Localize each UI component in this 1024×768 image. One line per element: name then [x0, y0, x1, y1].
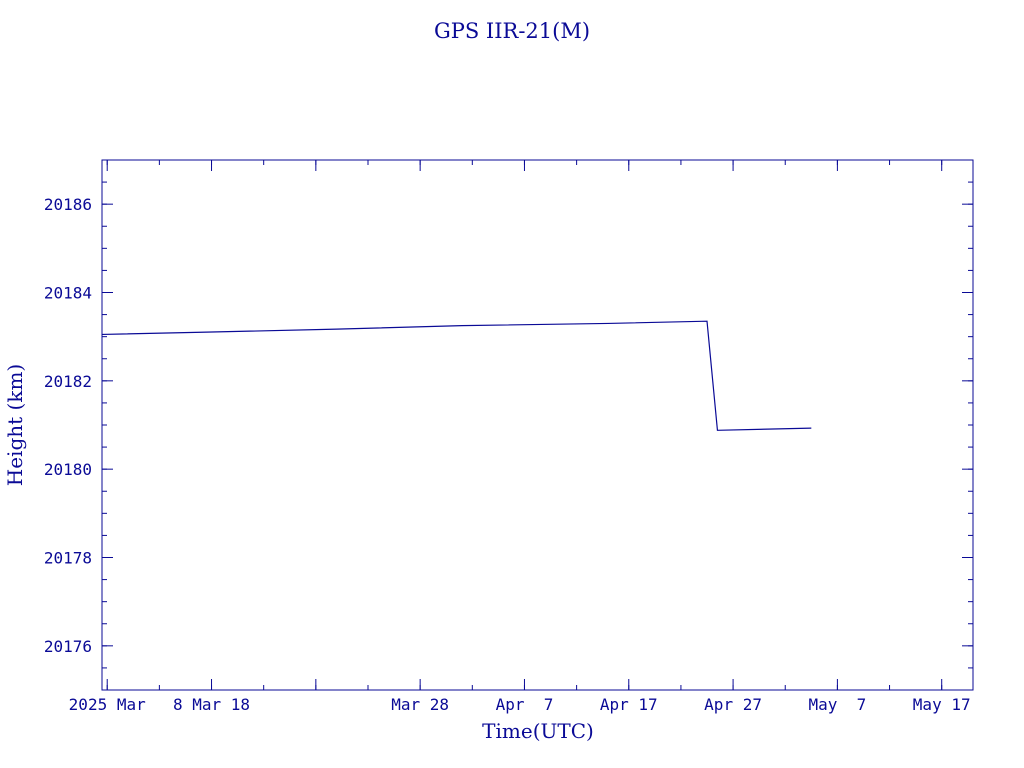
x-tick-labels: 2025 Mar 8 Mar 18 Mar 28 Apr 7 Apr 17 Apr 27 M… [69, 695, 971, 714]
x-axis-label: Time(UTC) [482, 719, 594, 743]
x-tick-label: May 7 [808, 695, 866, 714]
y-tick-label: 20182 [44, 372, 92, 391]
y-tick-label: 20178 [44, 549, 92, 568]
x-tick-label: Mar 28 [391, 695, 449, 714]
y-axis-label: Height (km) [3, 364, 27, 486]
axis-ticks [102, 159, 973, 691]
y-tick-label: 20180 [44, 460, 92, 479]
series-layer [101, 320, 812, 431]
x-tick-label: May 17 [913, 695, 971, 714]
y-tick-labels: 20176 20178 20180 20182 20184 20186 [44, 195, 92, 656]
x-tick-label: Apr 27 [704, 695, 762, 714]
x-tick-label: Apr 7 [496, 695, 554, 714]
x-tick-label: 2025 Mar [69, 695, 146, 714]
chart-title: GPS IIR-21(M) [434, 19, 590, 43]
y-tick-label: 20186 [44, 195, 92, 214]
x-tick-label: Apr 17 [600, 695, 658, 714]
y-tick-label: 20184 [44, 284, 92, 303]
x-tick-label: 8 Mar 18 [173, 695, 250, 714]
y-tick-label: 20176 [44, 637, 92, 656]
height-series-line [101, 320, 812, 431]
plot-frame [101, 159, 974, 691]
